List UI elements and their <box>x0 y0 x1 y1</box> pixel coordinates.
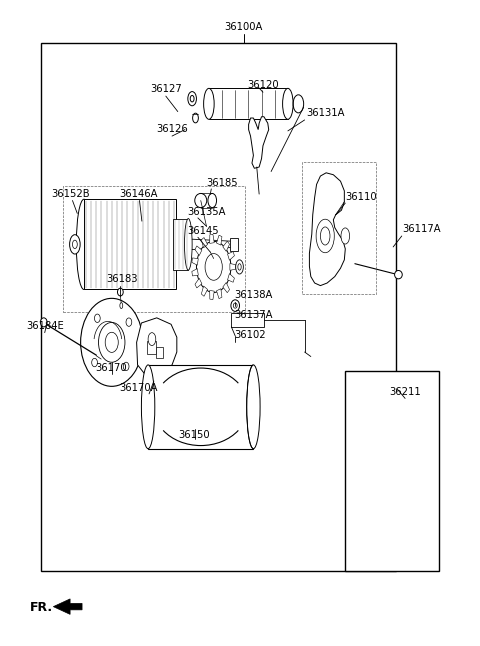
Ellipse shape <box>120 303 123 309</box>
Ellipse shape <box>126 318 132 326</box>
Ellipse shape <box>170 222 182 267</box>
Ellipse shape <box>95 314 100 322</box>
Polygon shape <box>249 117 269 169</box>
Text: 36184E: 36184E <box>26 321 64 331</box>
Bar <box>84 199 176 289</box>
Bar <box>231 313 264 327</box>
Ellipse shape <box>105 332 118 353</box>
Polygon shape <box>192 269 198 276</box>
Text: 36127: 36127 <box>150 84 182 94</box>
Ellipse shape <box>395 271 402 279</box>
Ellipse shape <box>148 333 156 346</box>
Bar <box>209 89 288 120</box>
Ellipse shape <box>321 227 330 245</box>
Text: 36150: 36150 <box>179 430 210 441</box>
Text: 36135A: 36135A <box>187 207 226 216</box>
Text: 36185: 36185 <box>206 178 238 187</box>
Text: 36102: 36102 <box>234 330 266 340</box>
Polygon shape <box>192 258 198 266</box>
Ellipse shape <box>238 264 241 270</box>
Polygon shape <box>216 235 222 245</box>
Bar <box>148 365 253 449</box>
Ellipse shape <box>283 89 293 120</box>
Bar <box>345 371 439 571</box>
Polygon shape <box>210 291 214 300</box>
Ellipse shape <box>190 96 194 102</box>
Ellipse shape <box>184 218 192 270</box>
Ellipse shape <box>40 318 47 327</box>
Ellipse shape <box>81 298 143 386</box>
Polygon shape <box>228 274 234 282</box>
Text: 36145: 36145 <box>187 226 219 236</box>
Ellipse shape <box>293 95 304 113</box>
Bar <box>147 341 156 354</box>
Text: 36211: 36211 <box>389 387 421 397</box>
Bar <box>63 186 245 312</box>
Ellipse shape <box>195 193 207 207</box>
Text: 36131A: 36131A <box>306 108 345 118</box>
Bar <box>302 162 376 294</box>
Polygon shape <box>195 246 202 256</box>
Text: 36138A: 36138A <box>234 291 273 300</box>
Ellipse shape <box>341 228 349 244</box>
Ellipse shape <box>204 89 214 120</box>
Text: 36126: 36126 <box>156 124 188 134</box>
Ellipse shape <box>92 359 97 367</box>
Text: 36100A: 36100A <box>225 21 263 32</box>
Bar <box>173 218 188 270</box>
Polygon shape <box>201 238 207 248</box>
Text: 36146A: 36146A <box>120 189 158 199</box>
Polygon shape <box>223 241 229 251</box>
Polygon shape <box>201 286 207 297</box>
Text: 36120: 36120 <box>247 79 279 90</box>
Ellipse shape <box>316 219 334 253</box>
Text: 36170A: 36170A <box>120 382 158 393</box>
Polygon shape <box>216 289 222 298</box>
Bar <box>41 43 396 571</box>
Text: FR.: FR. <box>30 601 53 614</box>
Polygon shape <box>223 282 229 293</box>
Text: 36110: 36110 <box>345 192 377 202</box>
Ellipse shape <box>72 240 77 249</box>
Polygon shape <box>310 173 345 286</box>
Ellipse shape <box>98 322 125 362</box>
Ellipse shape <box>205 254 222 280</box>
Text: 36170: 36170 <box>95 362 127 373</box>
Ellipse shape <box>196 242 231 293</box>
Text: 36117A: 36117A <box>402 224 440 234</box>
Polygon shape <box>210 234 214 244</box>
Polygon shape <box>137 318 177 376</box>
Ellipse shape <box>76 199 92 289</box>
Ellipse shape <box>188 92 196 106</box>
Ellipse shape <box>142 365 155 449</box>
Bar <box>230 238 238 251</box>
Ellipse shape <box>192 113 198 123</box>
Ellipse shape <box>247 365 260 449</box>
Ellipse shape <box>208 193 216 207</box>
Polygon shape <box>228 251 234 260</box>
Polygon shape <box>230 264 236 270</box>
Ellipse shape <box>123 362 129 371</box>
Ellipse shape <box>118 288 123 296</box>
Polygon shape <box>53 599 82 614</box>
Text: 36183: 36183 <box>106 275 138 284</box>
Ellipse shape <box>233 303 237 308</box>
Text: 36152B: 36152B <box>51 189 90 199</box>
Text: 36137A: 36137A <box>234 310 273 320</box>
Bar <box>156 347 163 359</box>
Polygon shape <box>195 278 202 288</box>
Ellipse shape <box>70 234 80 254</box>
Ellipse shape <box>231 300 240 311</box>
Ellipse shape <box>236 260 243 274</box>
